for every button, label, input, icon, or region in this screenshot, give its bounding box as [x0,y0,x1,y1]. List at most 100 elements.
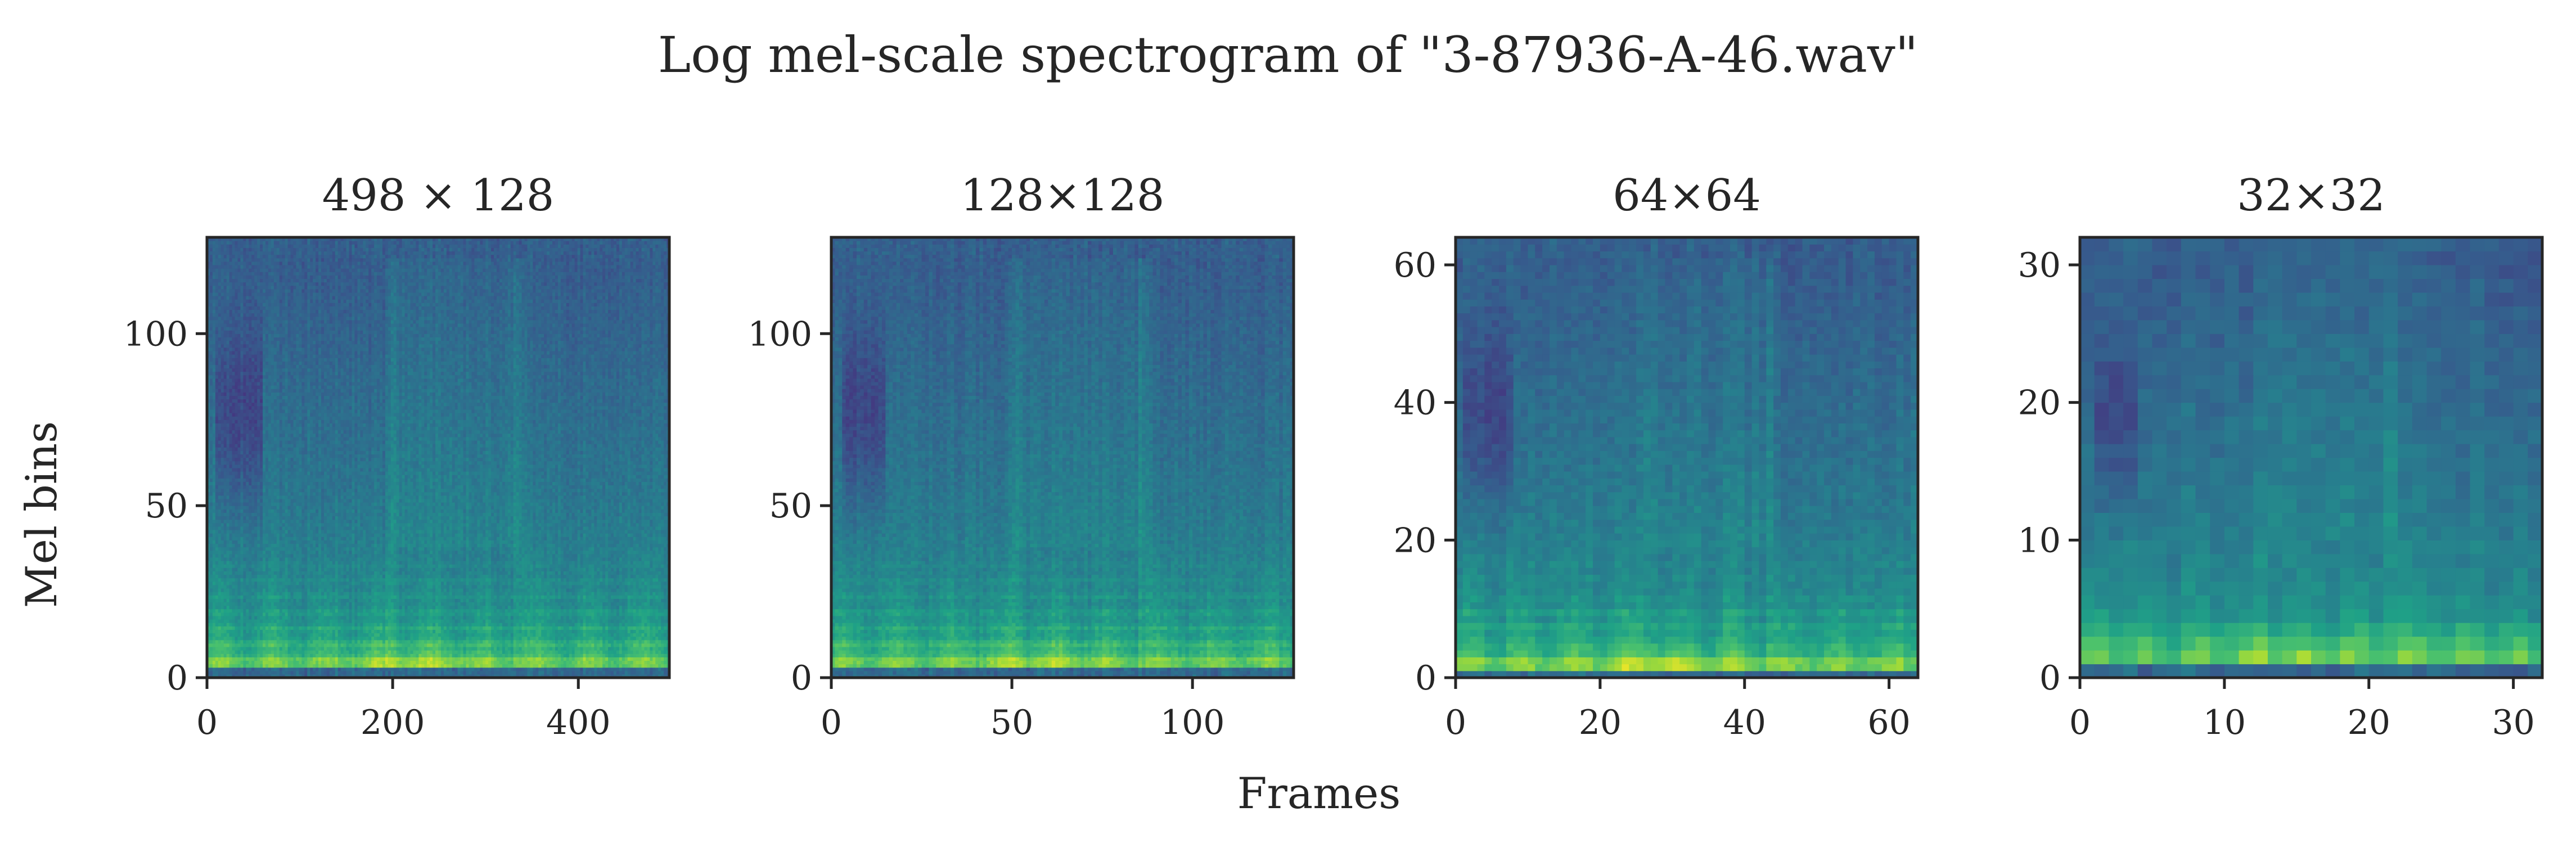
heatmap-cell [461,668,464,671]
heatmap-cell [647,660,650,664]
heatmap-cell [458,668,461,671]
heatmap-cell [628,668,631,671]
heatmap-cell [499,668,503,671]
heatmap-cell [307,671,310,675]
heatmap-cell [382,664,386,668]
heatmap-cell [600,671,603,675]
heatmap-cell [221,657,224,661]
heatmap-cell [664,664,667,668]
heatmap-cell [213,657,216,661]
heatmap-cell [569,668,573,671]
heatmap-cell [385,671,389,675]
heatmap-cell [600,668,603,671]
heatmap-cell [444,664,447,668]
heatmap-cell [341,664,344,668]
heatmap-cell [555,671,559,675]
heatmap-cell [466,660,470,664]
heatmap-cell [444,671,447,675]
heatmap-cell [243,668,246,671]
heatmap-cell [215,660,219,664]
heatmap-cell [658,668,661,671]
heatmap-cell [416,660,419,664]
heatmap-cell [661,660,664,664]
heatmap-cell [327,671,330,675]
heatmap-cell [265,664,269,668]
heatmap-cell [469,671,472,675]
heatmap-cell [488,668,492,671]
heatmap-cell [268,664,272,668]
heatmap-cell [652,660,656,664]
heatmap-cell [385,660,389,664]
heatmap-cell [519,671,523,675]
heatmap-cell [516,671,520,675]
heatmap-cell [564,664,567,668]
heatmap-cell [240,671,244,675]
heatmap-cell [316,671,319,675]
heatmap-cell [316,668,319,671]
heatmap-cell [586,660,589,664]
heatmap-cell [466,671,470,675]
heatmap-cell [477,664,480,668]
heatmap-cell [335,664,339,668]
heatmap-cell [313,664,316,668]
heatmap-cell [608,660,611,664]
heatmap-cell [354,664,358,668]
heatmap-cell [471,664,475,668]
heatmap-cell [421,671,425,675]
heatmap-cell [466,668,470,671]
heatmap-cell [550,668,553,671]
heatmap-cell [591,668,595,671]
heatmap-cell [282,671,286,675]
heatmap-cell [588,671,592,675]
heatmap-cell [591,671,595,675]
heatmap-cell [452,668,456,671]
heatmap-cell [288,664,291,668]
heatmap-cell [552,664,556,668]
heatmap-cell [430,664,433,668]
shared-x-axis-label: Frames [1237,768,1400,818]
heatmap-cell [249,668,252,671]
heatmap-cell [658,664,661,668]
heatmap-cell [291,668,294,671]
heatmap-cell [243,657,246,661]
heatmap-cell [388,668,391,671]
heatmap-cell [614,671,617,675]
heatmap-cell [215,668,219,671]
heatmap-cell [499,660,503,664]
heatmap-cell [385,664,389,668]
heatmap-cell [519,668,523,671]
heatmap-cell [591,660,595,664]
heatmap-cell [474,668,478,671]
heatmap-cell [508,664,511,668]
heatmap-cell [246,668,249,671]
heatmap-cell [332,660,336,664]
heatmap-cell [374,660,377,664]
heatmap-cell [268,671,272,675]
heatmap-cell [294,660,297,664]
heatmap-cell [332,668,336,671]
heatmap-cell [274,671,277,675]
heatmap-cell [664,671,667,675]
heatmap-cell [251,660,255,664]
heatmap-cell [631,671,634,675]
heatmap-cell [480,664,483,668]
heatmap-cell [218,664,222,668]
heatmap-cell [552,660,556,664]
heatmap-cell [641,671,645,675]
heatmap-cell [566,671,570,675]
heatmap-cell [499,671,503,675]
heatmap-cell [636,660,640,664]
heatmap-cell [441,668,444,671]
heatmap-cell [416,671,419,675]
heatmap-cell [413,668,416,671]
heatmap-cell [301,660,305,664]
heatmap-cell [304,671,308,675]
heatmap-cell [240,664,244,668]
heatmap-cell [271,668,274,671]
heatmap-cell [491,660,494,664]
heatmap-cell [232,671,236,675]
heatmap-cell [413,660,416,664]
heatmap-cell [391,664,394,668]
heatmap-cell [505,668,508,671]
heatmap-cell [237,664,241,668]
